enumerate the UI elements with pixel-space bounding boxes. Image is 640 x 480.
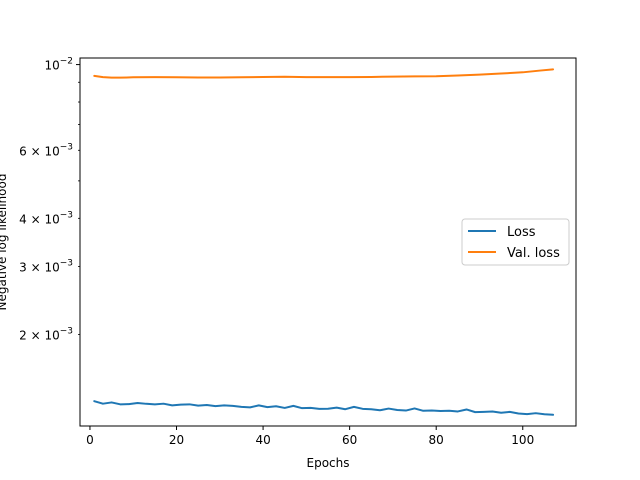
legend: Loss Val. loss <box>461 218 570 266</box>
x-tick-label: 40 <box>255 433 270 447</box>
x-axis-label: Epochs <box>307 456 350 470</box>
x-tick-label: 100 <box>511 433 534 447</box>
y-axis: 10−2 6 × 10−3 4 × 10−3 3 × 10−3 2 × 10−3 <box>19 57 80 343</box>
legend-label-loss: Loss <box>507 225 536 240</box>
x-tick-label: 60 <box>342 433 357 447</box>
x-axis: 0 20 40 60 80 100 <box>86 426 534 447</box>
y-tick-label: 2 × 10−3 <box>19 327 73 343</box>
series-line-loss <box>93 400 555 416</box>
y-axis-label: Negative log likelihood <box>0 174 9 311</box>
legend-label-val-loss: Val. loss <box>507 246 560 261</box>
y-tick-label: 3 × 10−3 <box>19 259 73 275</box>
y-tick-label: 4 × 10−3 <box>19 210 73 226</box>
x-tick-label: 20 <box>169 433 184 447</box>
x-tick-label: 0 <box>86 433 94 447</box>
series-layer <box>93 68 555 416</box>
plot-frame <box>79 57 577 427</box>
y-tick-label: 6 × 10−3 <box>19 142 73 158</box>
y-tick-label: 10−2 <box>44 57 73 73</box>
x-tick-label: 80 <box>429 433 444 447</box>
series-line-val-loss <box>93 68 555 79</box>
